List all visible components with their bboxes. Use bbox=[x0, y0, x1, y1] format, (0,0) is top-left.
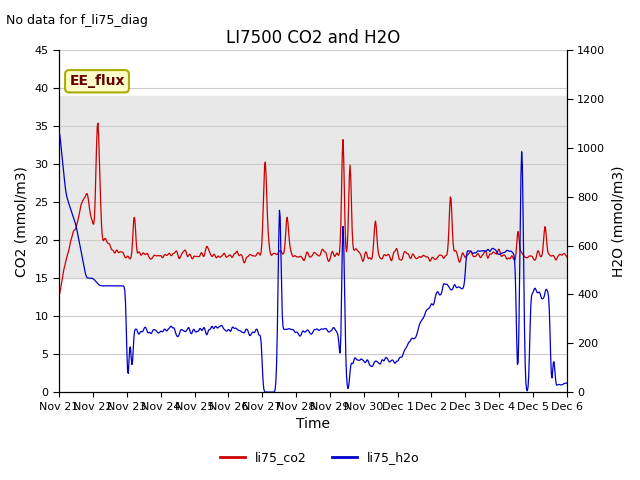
Y-axis label: CO2 (mmol/m3): CO2 (mmol/m3) bbox=[15, 166, 29, 276]
li75_co2 bbox=[219, 252, 227, 258]
li75_co2 bbox=[94, 120, 102, 126]
li75_h2o bbox=[263, 389, 271, 395]
li75_h2o bbox=[417, 319, 424, 325]
li75_h2o bbox=[245, 331, 253, 337]
Text: EE_flux: EE_flux bbox=[69, 74, 125, 88]
li75_co2 bbox=[55, 293, 63, 299]
X-axis label: Time: Time bbox=[296, 418, 330, 432]
li75_h2o bbox=[218, 323, 226, 329]
Line: li75_h2o: li75_h2o bbox=[59, 132, 601, 392]
Title: LI7500 CO2 and H2O: LI7500 CO2 and H2O bbox=[226, 29, 400, 48]
li75_h2o bbox=[119, 283, 127, 288]
Legend: li75_co2, li75_h2o: li75_co2, li75_h2o bbox=[215, 446, 425, 469]
li75_co2 bbox=[597, 248, 605, 253]
li75_h2o bbox=[55, 129, 63, 135]
Line: li75_co2: li75_co2 bbox=[59, 123, 601, 296]
li75_h2o bbox=[387, 359, 394, 365]
Text: No data for f_li75_diag: No data for f_li75_diag bbox=[6, 14, 148, 27]
Bar bbox=[59, 96, 567, 278]
li75_co2 bbox=[417, 254, 424, 260]
Y-axis label: H2O (mmol/m3): H2O (mmol/m3) bbox=[611, 166, 625, 277]
li75_co2 bbox=[387, 256, 394, 262]
li75_h2o bbox=[266, 389, 274, 395]
li75_co2 bbox=[120, 251, 127, 256]
li75_h2o bbox=[597, 382, 605, 388]
li75_co2 bbox=[246, 252, 253, 257]
li75_co2 bbox=[266, 250, 274, 255]
